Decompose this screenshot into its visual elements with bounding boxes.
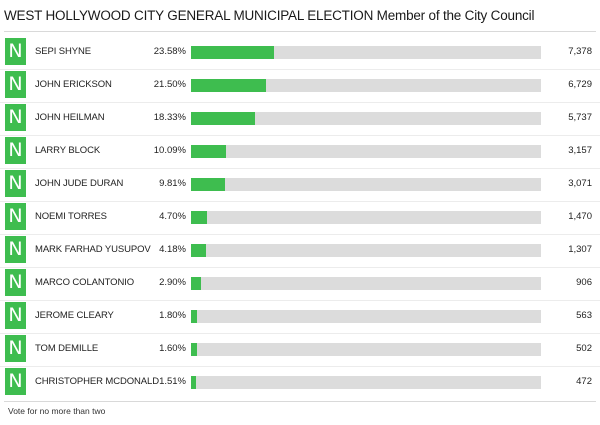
vote-count: 7,378 xyxy=(568,46,592,57)
candidate-name: CHRISTOPHER MCDONALD xyxy=(35,376,159,387)
bar-track xyxy=(191,277,541,290)
candidate-badge: N xyxy=(5,236,26,263)
candidate-name: JOHN HEILMAN xyxy=(35,112,105,123)
bar-fill xyxy=(191,46,274,59)
row-divider xyxy=(0,201,600,202)
top-divider xyxy=(4,31,596,32)
candidate-badge: N xyxy=(5,302,26,329)
percent-label: 1.51% xyxy=(159,376,186,387)
candidate-badge: N xyxy=(5,104,26,131)
bar-track xyxy=(191,178,541,191)
candidate-row: N SEPI SHYNE 23.58% 7,378 xyxy=(0,36,600,69)
candidate-badge: N xyxy=(5,170,26,197)
candidate-badge: N xyxy=(5,203,26,230)
candidate-name: SEPI SHYNE xyxy=(35,46,92,57)
vote-count: 502 xyxy=(576,343,592,354)
percent-label: 4.18% xyxy=(159,244,186,255)
candidate-name: LARRY BLOCK xyxy=(35,145,101,156)
row-divider xyxy=(0,267,600,268)
footer-note: Vote for no more than two xyxy=(8,406,106,416)
percent-label: 18.33% xyxy=(153,112,186,123)
row-divider xyxy=(0,300,600,301)
candidate-name: MARCO COLANTONIO xyxy=(35,277,135,288)
chart-title: WEST HOLLYWOOD CITY GENERAL MUNICIPAL EL… xyxy=(4,8,535,23)
bar-track xyxy=(191,112,541,125)
percent-label: 1.80% xyxy=(159,310,186,321)
bar-fill xyxy=(191,376,196,389)
bottom-divider xyxy=(4,401,596,402)
candidate-row: N MARK FARHAD YUSUPOV 4.18% 1,307 xyxy=(0,234,600,267)
bar-track xyxy=(191,46,541,59)
candidate-name: JOHN ERICKSON xyxy=(35,79,112,90)
percent-label: 9.81% xyxy=(159,178,186,189)
bar-track xyxy=(191,79,541,92)
row-divider xyxy=(0,168,600,169)
candidate-row: N CHRISTOPHER MCDONALD 1.51% 472 xyxy=(0,366,600,399)
vote-count: 3,071 xyxy=(568,178,592,189)
candidate-row: N JEROME CLEARY 1.80% 563 xyxy=(0,300,600,333)
vote-count: 906 xyxy=(576,277,592,288)
candidate-row: N NOEMI TORRES 4.70% 1,470 xyxy=(0,201,600,234)
candidate-badge: N xyxy=(5,269,26,296)
bar-fill xyxy=(191,277,201,290)
vote-count: 472 xyxy=(576,376,592,387)
row-divider xyxy=(0,333,600,334)
bar-fill xyxy=(191,211,207,224)
candidate-name: NOEMI TORRES xyxy=(35,211,107,222)
candidate-row: N JOHN JUDE DURAN 9.81% 3,071 xyxy=(0,168,600,201)
candidate-badge: N xyxy=(5,368,26,395)
bar-fill xyxy=(191,145,226,158)
bar-track xyxy=(191,211,541,224)
vote-count: 6,729 xyxy=(568,79,592,90)
candidate-name: JEROME CLEARY xyxy=(35,310,114,321)
candidate-row: N JOHN ERICKSON 21.50% 6,729 xyxy=(0,69,600,102)
bar-track xyxy=(191,145,541,158)
percent-label: 1.60% xyxy=(159,343,186,354)
row-divider xyxy=(0,102,600,103)
row-divider xyxy=(0,69,600,70)
candidate-name: TOM DEMILLE xyxy=(35,343,99,354)
percent-label: 10.09% xyxy=(153,145,186,156)
candidate-badge: N xyxy=(5,137,26,164)
row-divider xyxy=(0,135,600,136)
percent-label: 2.90% xyxy=(159,277,186,288)
candidate-name: JOHN JUDE DURAN xyxy=(35,178,124,189)
percent-label: 4.70% xyxy=(159,211,186,222)
vote-count: 1,307 xyxy=(568,244,592,255)
candidate-row: N LARRY BLOCK 10.09% 3,157 xyxy=(0,135,600,168)
bar-fill xyxy=(191,343,197,356)
bar-track xyxy=(191,343,541,356)
row-divider xyxy=(0,234,600,235)
candidate-row: N JOHN HEILMAN 18.33% 5,737 xyxy=(0,102,600,135)
vote-count: 5,737 xyxy=(568,112,592,123)
bar-track xyxy=(191,376,541,389)
vote-count: 1,470 xyxy=(568,211,592,222)
bar-fill xyxy=(191,178,225,191)
bar-track xyxy=(191,244,541,257)
bar-fill xyxy=(191,79,266,92)
candidate-badge: N xyxy=(5,335,26,362)
percent-label: 21.50% xyxy=(153,79,186,90)
candidate-name: MARK FARHAD YUSUPOV xyxy=(35,244,151,255)
bar-track xyxy=(191,310,541,323)
bar-fill xyxy=(191,310,197,323)
bar-fill xyxy=(191,112,255,125)
candidate-badge: N xyxy=(5,71,26,98)
vote-count: 563 xyxy=(576,310,592,321)
row-divider xyxy=(0,366,600,367)
vote-count: 3,157 xyxy=(568,145,592,156)
candidate-row: N MARCO COLANTONIO 2.90% 906 xyxy=(0,267,600,300)
candidate-row: N TOM DEMILLE 1.60% 502 xyxy=(0,333,600,366)
percent-label: 23.58% xyxy=(153,46,186,57)
bar-fill xyxy=(191,244,206,257)
candidate-badge: N xyxy=(5,38,26,65)
